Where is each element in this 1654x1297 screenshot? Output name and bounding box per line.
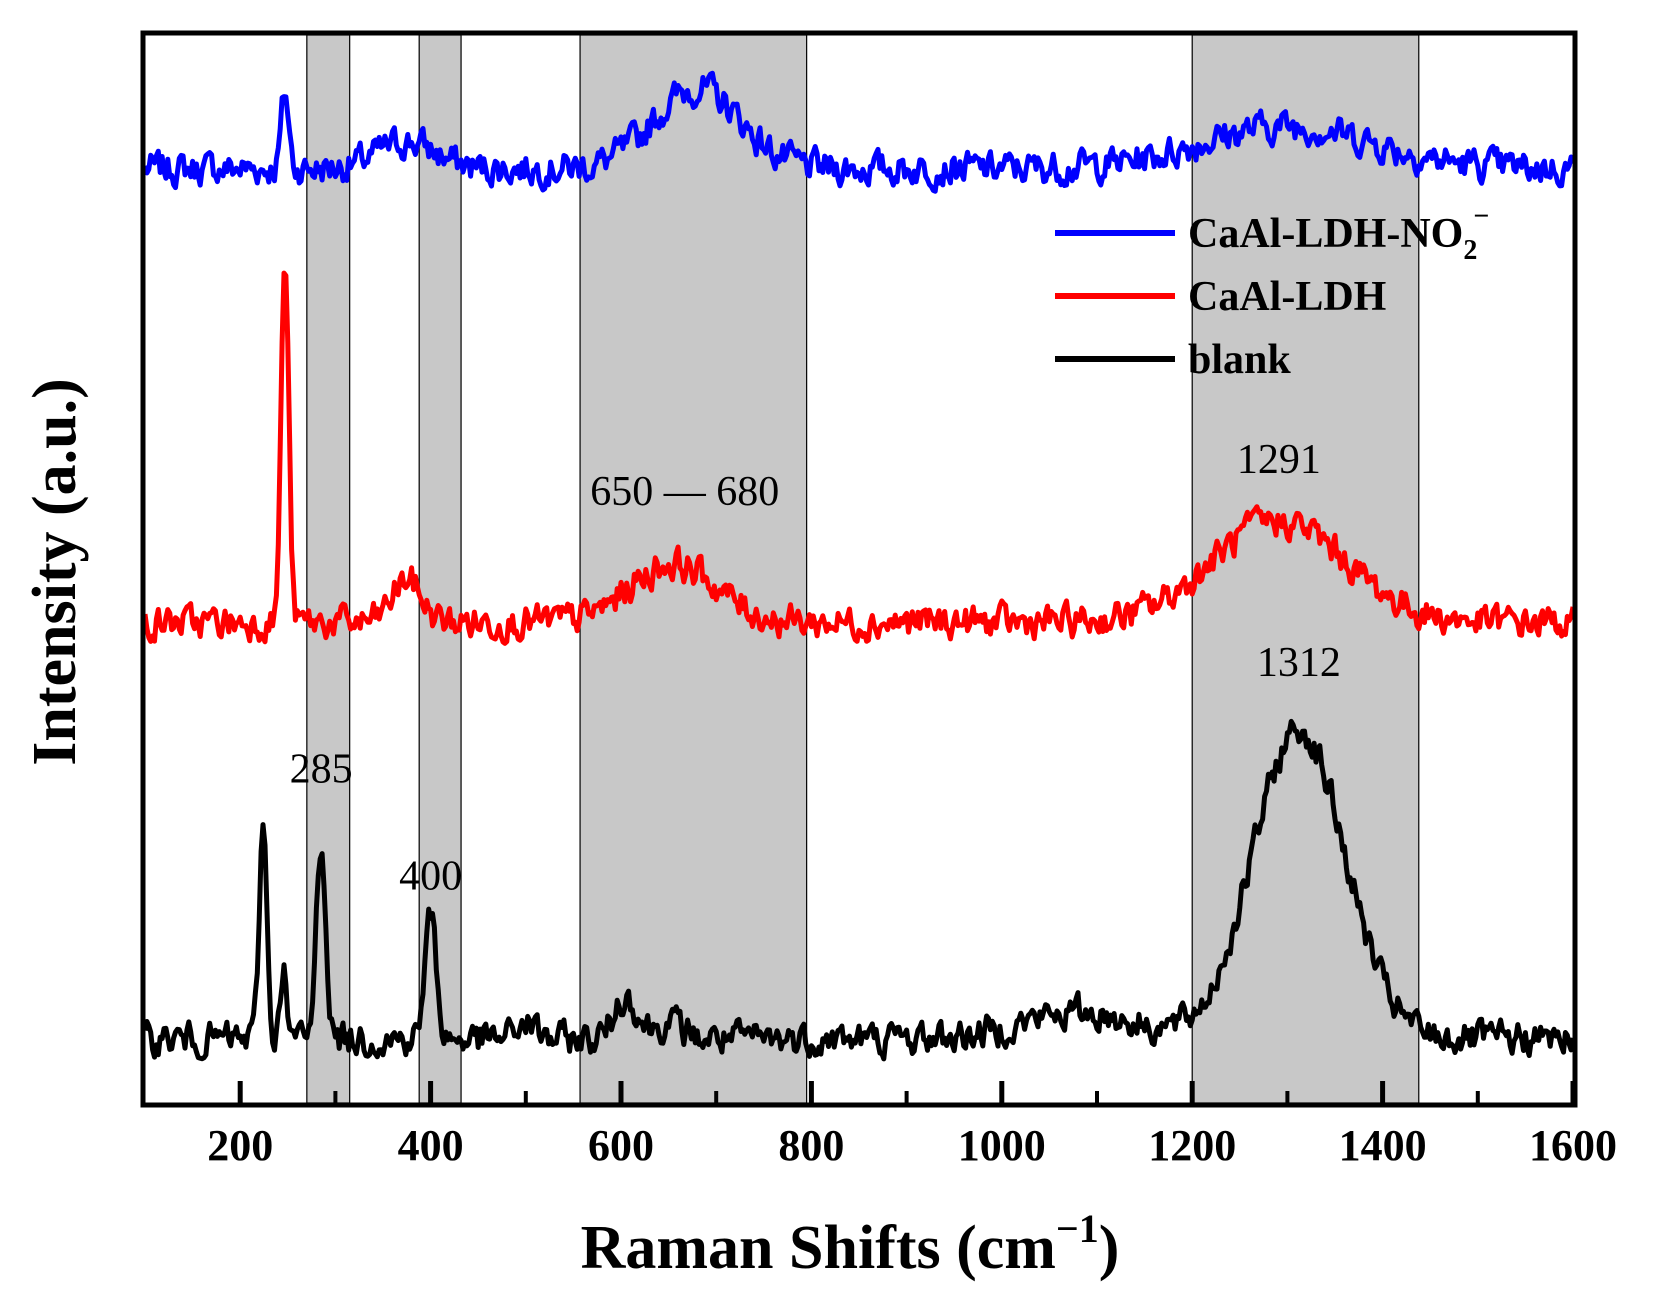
legend: CaAl-LDH-NO2− CaAl-LDH blank bbox=[1055, 201, 1489, 383]
x-axis-title-superscript: −1 bbox=[1056, 1206, 1099, 1251]
shaded-region-3 bbox=[1191, 34, 1420, 1104]
annotation-2: 650 — 680 bbox=[590, 469, 779, 515]
x-tick-label-1600: 1600 bbox=[1529, 1121, 1617, 1170]
legend-label-blank: blank bbox=[1188, 337, 1291, 383]
annotation-0: 285 bbox=[290, 747, 353, 793]
y-axis-title: Intensity (a.u.) bbox=[21, 378, 89, 766]
plot-frame bbox=[140, 30, 1578, 1108]
x-tick-label-800: 800 bbox=[778, 1121, 844, 1170]
annotation-3: 1291 bbox=[1237, 437, 1321, 483]
series-lines bbox=[142, 70, 1576, 1062]
x-tick-label-1400: 1400 bbox=[1339, 1121, 1427, 1170]
x-axis-ticks: 200 400 600 800 1000 1200 1400 1600 bbox=[207, 1081, 1617, 1170]
x-tick-label-400: 400 bbox=[398, 1121, 464, 1170]
legend-label-CaAl-LDH: CaAl-LDH bbox=[1188, 274, 1386, 320]
legend-label-CaAl-LDH-NO2: CaAl-LDH-NO2− bbox=[1188, 201, 1489, 266]
annotation-1: 400 bbox=[399, 853, 462, 899]
x-tick-label-1200: 1200 bbox=[1148, 1121, 1236, 1170]
x-tick-label-200: 200 bbox=[207, 1121, 273, 1170]
peak-annotations: 285 400 650 — 680 1291 1312 bbox=[290, 437, 1341, 900]
x-axis-title: Raman Shifts (cm−1) bbox=[581, 1206, 1120, 1282]
shaded-regions bbox=[306, 34, 1420, 1104]
series-line-CaAl-LDH bbox=[142, 270, 1576, 646]
annotation-4: 1312 bbox=[1257, 640, 1341, 686]
series-line-CaAl-LDH-NO2 bbox=[142, 70, 1576, 194]
series-line-blank bbox=[142, 718, 1576, 1062]
x-tick-label-600: 600 bbox=[588, 1121, 654, 1170]
x-tick-label-1000: 1000 bbox=[958, 1121, 1046, 1170]
